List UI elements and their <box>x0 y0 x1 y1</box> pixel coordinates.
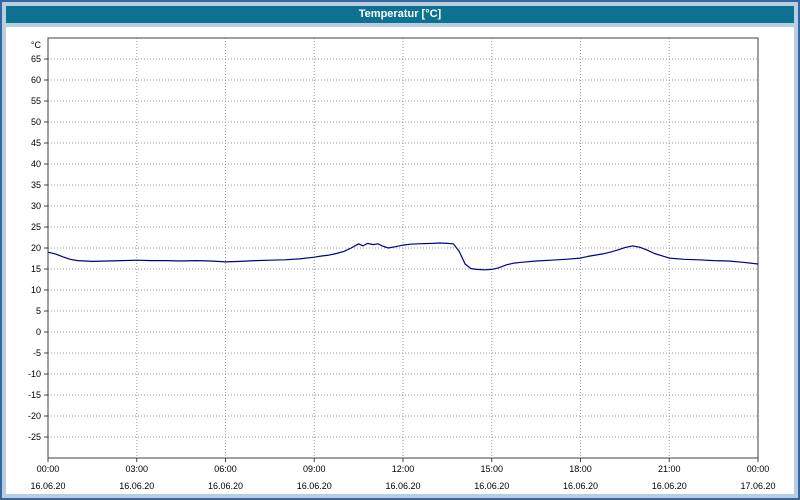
window-title: Temperatur [°C] <box>358 8 442 20</box>
x-time-label: 09:00 <box>303 464 326 474</box>
x-date-label: 16.06.20 <box>474 481 509 491</box>
x-time-label: 15:00 <box>480 464 503 474</box>
temperature-series-line <box>47 242 759 271</box>
y-tick-label: -20 <box>28 411 41 421</box>
y-tick-label: 10 <box>31 285 41 295</box>
x-time-label: 18:00 <box>569 464 592 474</box>
y-tick-label: 60 <box>31 75 41 85</box>
y-tick-label: 40 <box>31 159 41 169</box>
y-tick-label: 15 <box>31 264 41 274</box>
y-tick-label: 45 <box>31 138 41 148</box>
x-date-label: 16.06.20 <box>563 481 598 491</box>
y-tick-label: 0 <box>36 327 41 337</box>
x-date-label: 16.06.20 <box>119 481 154 491</box>
y-tick-label: 55 <box>31 96 41 106</box>
x-date-label: 16.06.20 <box>385 481 420 491</box>
y-tick-label: 25 <box>31 222 41 232</box>
y-tick-label: -10 <box>28 369 41 379</box>
x-time-label: 00:00 <box>37 464 60 474</box>
x-time-label: 06:00 <box>214 464 237 474</box>
y-tick-label: -25 <box>28 432 41 442</box>
y-tick-label: 30 <box>31 201 41 211</box>
x-date-label: 16.06.20 <box>30 481 65 491</box>
y-tick-label: 35 <box>31 180 41 190</box>
y-axis-unit-label: °C <box>31 40 42 50</box>
x-time-label: 12:00 <box>392 464 415 474</box>
y-tick-label: 65 <box>31 54 41 64</box>
x-date-label: 16.06.20 <box>652 481 687 491</box>
title-bar[interactable]: Temperatur [°C] <box>6 6 794 23</box>
y-tick-label: 5 <box>36 306 41 316</box>
x-time-label: 00:00 <box>747 464 770 474</box>
temperature-line-chart: -25 -20 -15 -10 -5 0 5 10 15 20 25 30 35 40 45 50 55 60 65… <box>28 37 776 491</box>
y-tick-label: 20 <box>31 243 41 253</box>
y-tick-label: -15 <box>28 390 41 400</box>
y-tick-label: -5 <box>33 348 41 358</box>
x-time-label: 21:00 <box>658 464 681 474</box>
x-date-label: 17.06.20 <box>740 481 775 491</box>
plot-border <box>47 37 759 459</box>
chart-panel: -25 -20 -15 -10 -5 0 5 10 15 20 25 30 35 40 45 50 55 60 65… <box>6 27 794 494</box>
x-date-label: 16.06.20 <box>208 481 243 491</box>
x-time-label: 03:00 <box>125 464 148 474</box>
y-tick-label: 50 <box>31 117 41 127</box>
x-date-label: 16.06.20 <box>297 481 332 491</box>
